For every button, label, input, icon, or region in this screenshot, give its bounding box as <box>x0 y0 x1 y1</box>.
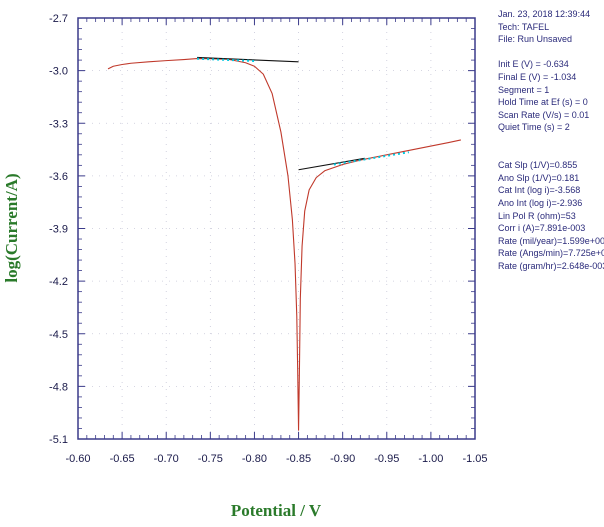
info-line: Init E (V) = -0.634 <box>498 59 569 70</box>
info-spacer <box>498 147 602 160</box>
info-line: Hold Time at Ef (s) = 0 <box>498 97 588 108</box>
info-line: Scan Rate (V/s) = 0.01 <box>498 109 590 120</box>
x-tick-label: -0.85 <box>286 453 311 465</box>
y-tick-labels: -2.7 -3.0 -3.3 -3.6 -3.9 -4.2 -4.5 -4.8 -5.1 <box>49 13 68 446</box>
info-line: Tech: TAFEL <box>498 21 550 32</box>
info-line: Jan. 23, 2018 12:39:44 <box>498 9 591 19</box>
plot-grid <box>78 18 475 439</box>
info-line: Segment = 1 <box>498 84 550 95</box>
y-tick-label: -4.5 <box>49 329 68 341</box>
info-line: Quiet Time (s) = 2 <box>498 122 570 133</box>
info-line: Cat Slp (1/V)=0.855 <box>498 160 578 171</box>
x-tick-label: -0.60 <box>65 453 90 465</box>
plot-frame <box>77 17 476 440</box>
y-tick-label: -3.0 <box>49 66 68 78</box>
y-tick-label: -5.1 <box>49 434 68 446</box>
info-line: Rate (mil/year)=1.599e+002 <box>498 235 604 246</box>
y-tick-label: -2.7 <box>49 13 68 25</box>
info-line: Rate (gram/hr)=2.648e-003 <box>498 260 604 271</box>
experiment-info-panel: Jan. 23, 2018 12:39:44 Tech: TAFEL File: R… <box>498 8 604 272</box>
x-tick-label: -1.00 <box>418 453 443 465</box>
x-tick-label: -0.80 <box>242 453 267 465</box>
info-line: Cat Int (log i)=-3.568 <box>498 185 581 196</box>
y-tick-label: -3.3 <box>49 118 68 130</box>
info-spacer <box>498 134 602 147</box>
info-line: Ano Slp (1/V)=0.181 <box>498 172 580 183</box>
info-line: Corr i (A)=7.891e-003 <box>498 223 586 234</box>
x-tick-labels: -0.60 -0.65 -0.70 -0.75 -0.80 -0.85 -0.90 -0.95… <box>65 453 487 465</box>
x-tick-label: -0.90 <box>330 453 355 465</box>
info-line: Ano Int (log i)=-2.936 <box>498 197 583 208</box>
y-tick-label: -4.8 <box>49 381 68 393</box>
y-tick-label: -4.2 <box>49 276 68 288</box>
x-axis-title: Potential / V <box>231 501 322 520</box>
y-tick-label: -3.9 <box>49 224 68 236</box>
polarization-curve <box>107 57 461 431</box>
info-line: Final E (V) = -1.034 <box>498 71 577 82</box>
info-line: File: Run Unsaved <box>498 34 573 45</box>
x-tick-label: -0.65 <box>110 453 135 465</box>
x-tick-label: -0.70 <box>154 453 179 465</box>
y-tick-label: -3.6 <box>49 171 68 183</box>
y-axis-title: log(Current/A) <box>2 173 21 282</box>
axis-ticks <box>77 17 476 440</box>
x-tick-label: -0.75 <box>198 453 223 465</box>
x-tick-label: -1.05 <box>462 453 487 465</box>
info-spacer <box>498 46 602 59</box>
plot-series <box>107 56 461 431</box>
x-tick-label: -0.95 <box>374 453 399 465</box>
tafel-fit-line <box>197 56 299 63</box>
info-line: Rate (Angs/min)=7.725e+001 <box>498 248 604 259</box>
info-line: Lin Pol R (ohm)=53 <box>498 210 576 221</box>
